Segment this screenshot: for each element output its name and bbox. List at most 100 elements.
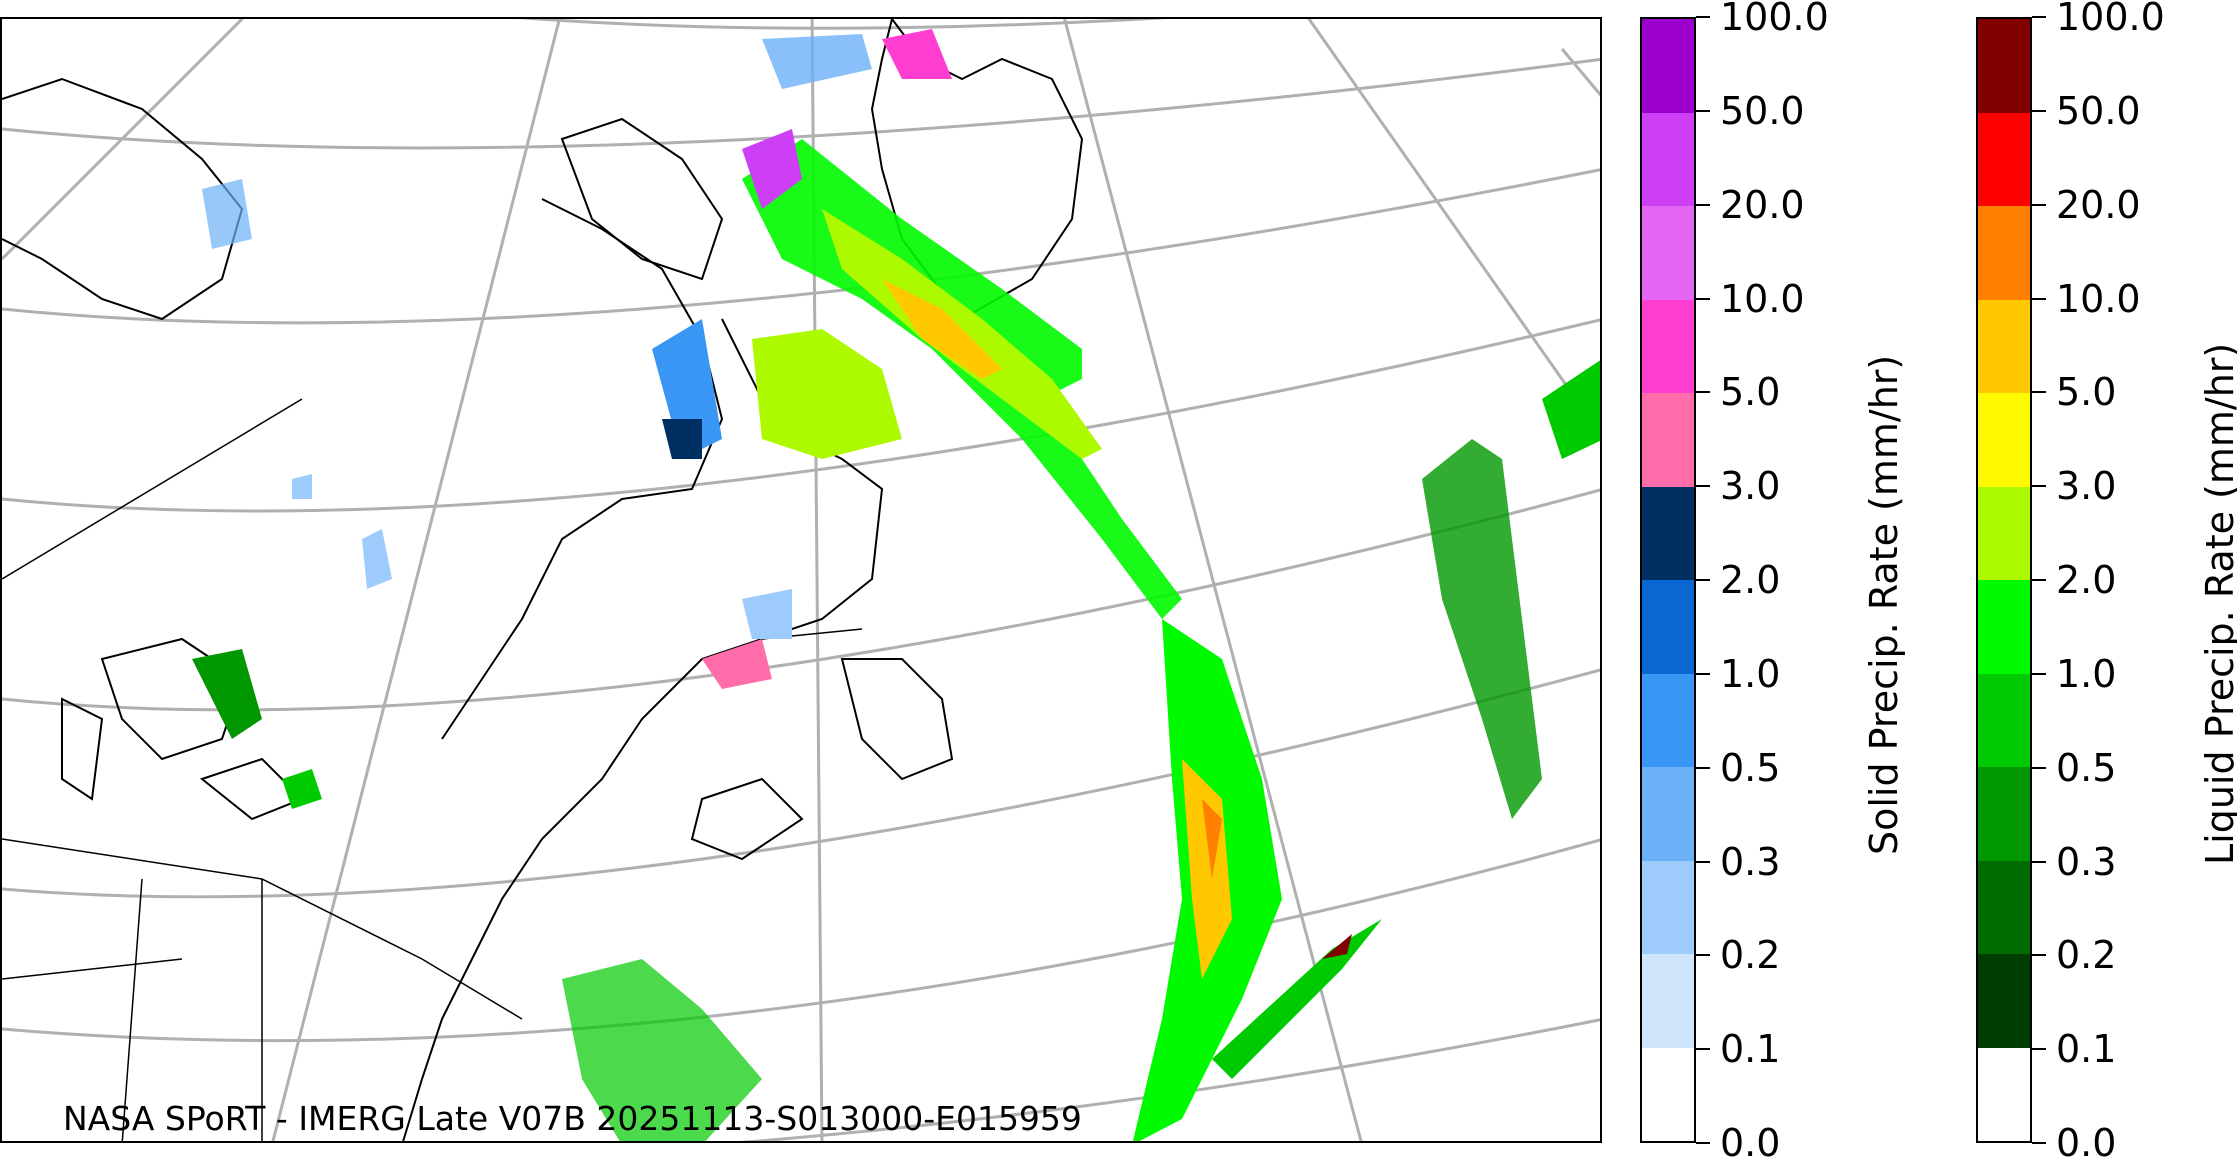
solid-colorbar-tick-label: 50.0: [1720, 88, 1805, 133]
liquid-colorbar-tick-label: 20.0: [2056, 182, 2141, 227]
solid-colorbar-tick-label: 5.0: [1720, 370, 1781, 415]
liquid-colorbar-tick-label: 10.0: [2056, 276, 2141, 321]
greenland-coast: [870, 19, 1084, 321]
meridian-line: [271, 19, 561, 1141]
solid-colorbar-tick-label: 0.0: [1720, 1121, 1781, 1165]
rain-streak-core: [1322, 934, 1352, 959]
solid-colorbar-tick-label: 0.1: [1720, 1027, 1781, 1072]
coastlines: [2, 19, 1084, 1141]
solid-colorbar-tick-label: 20.0: [1720, 182, 1805, 227]
parallel-line: [2, 668, 1600, 899]
liquid-colorbar-segment: [1978, 1047, 2030, 1141]
liquid-colorbar-segment: [1978, 954, 2030, 1048]
liquid-colorbar-segment: [1978, 19, 2030, 113]
solid-colorbar-tick-label: 3.0: [1720, 464, 1781, 509]
snow-patch: [662, 419, 702, 459]
liquid-precip-colorbar-title: Liquid Precip. Rate (mm/hr): [2198, 342, 2237, 865]
liquid-colorbar-tick-label: 5.0: [2056, 370, 2117, 415]
meridian-line: [2, 19, 245, 261]
liquid-colorbar-tick-label: 0.5: [2056, 745, 2117, 790]
political-borders: [2, 958, 183, 980]
parallel-line: [517, 19, 1167, 30]
data-credit-label: NASA SPoRT - IMERG Late V07B 20251113-S0…: [63, 1099, 1082, 1138]
liquid-colorbar-tick-label: 0.1: [2056, 1027, 2117, 1072]
solid-colorbar-tick-label: 2.0: [1720, 558, 1781, 602]
solid-colorbar-tick-label: 1.0: [1720, 651, 1781, 696]
meridian-line: [1307, 19, 1600, 436]
rain-patch-heavy: [1202, 799, 1222, 879]
solid-precip-colorbar: [1640, 17, 1696, 1143]
hudson-bay-coast: [441, 198, 724, 740]
liquid-colorbar-segment: [1978, 673, 2030, 767]
liquid-colorbar-segment: [1978, 299, 2030, 393]
great-lakes: [61, 697, 104, 801]
snow-patch: [292, 474, 312, 499]
liquid-precip-colorbar: [1976, 17, 2032, 1143]
rain-scatter: [1542, 360, 1600, 459]
parallel-line: [2, 488, 1600, 712]
great-lakes: [100, 637, 244, 761]
snow-patch: [362, 529, 392, 589]
liquid-colorbar-segment: [1978, 486, 2030, 580]
liquid-colorbar-segment: [1978, 860, 2030, 954]
liquid-colorbar-tick-label: 100.0: [2056, 0, 2165, 39]
rain-patch-heavy: [1182, 759, 1232, 979]
solid-colorbar-tick-label: 100.0: [1720, 0, 1829, 39]
liquid-colorbar-segment: [1978, 393, 2030, 487]
meridian-line: [1560, 48, 1600, 97]
parallel-line: [2, 168, 1600, 325]
solid-colorbar-tick-label: 0.5: [1720, 745, 1781, 790]
rain-scatter: [562, 959, 762, 1141]
snow-patch: [202, 179, 252, 249]
baffin-island: [560, 117, 724, 281]
solid-colorbar-tick-label: 0.2: [1720, 933, 1781, 978]
parallel-line: [2, 318, 1600, 513]
parallel-line: [739, 1018, 1600, 1141]
solid-precip-colorbar-title: Solid Precip. Rate (mm/hr): [1862, 354, 1906, 855]
rain-scatter: [192, 649, 262, 739]
liquid-colorbar-segment: [1978, 112, 2030, 206]
liquid-colorbar-tick-label: 0.3: [2056, 839, 2117, 884]
solid-precip-colorbar-ticks: 0.0 0.1 0.2 0.3 0.5 1.0 2.0 3.0 5.0 10.0 20.0 50.0 1…: [1696, 0, 1866, 1164]
solid-colorbar-segment: [1642, 206, 1694, 300]
liquid-colorbar-tick-label: 3.0: [2056, 464, 2117, 509]
precipitation-field: [192, 29, 1600, 1141]
liquid-precip-colorbar-ticks: 0.0 0.1 0.2 0.3 0.5 1.0 2.0 3.0 5.0 10.0 20.0 50.0 1…: [2032, 0, 2202, 1164]
liquid-colorbar-tick-label: 1.0: [2056, 651, 2117, 696]
snow-patch: [882, 29, 952, 79]
liquid-colorbar-tick-label: 0.0: [2056, 1121, 2117, 1165]
liquid-colorbar-tick-label: 2.0: [2056, 558, 2117, 602]
rain-scatter: [282, 769, 322, 809]
precipitation-map: [0, 17, 1602, 1143]
snow-patch: [742, 129, 802, 209]
solid-colorbar-segment: [1642, 19, 1694, 113]
map-canvas: [2, 19, 1600, 1141]
rain-streak: [1212, 919, 1382, 1079]
liquid-colorbar-tick-label: 0.2: [2056, 933, 2117, 978]
parallel-line: [2, 838, 1600, 1043]
liquid-colorbar-segment: [1978, 206, 2030, 300]
rain-scatter: [1422, 439, 1542, 819]
solid-colorbar-segment: [1642, 860, 1694, 954]
solid-colorbar-segment: [1642, 954, 1694, 1048]
graticule: [2, 19, 1600, 1141]
rain-patch: [752, 329, 902, 459]
solid-colorbar-segment: [1642, 673, 1694, 767]
solid-colorbar-segment: [1642, 299, 1694, 393]
snow-patch: [702, 639, 772, 689]
snow-patch: [742, 589, 792, 639]
parallel-line: [2, 58, 1600, 150]
political-borders: [2, 398, 303, 580]
solid-colorbar-tick-label: 10.0: [1720, 276, 1805, 321]
meridian-line: [1063, 19, 1363, 1141]
us-east-coast: [402, 838, 543, 1141]
rain-band-heavy: [882, 279, 1002, 379]
solid-colorbar-segment: [1642, 580, 1694, 674]
solid-colorbar-segment: [1642, 393, 1694, 487]
liquid-colorbar-segment: [1978, 580, 2030, 674]
liquid-colorbar-segment: [1978, 767, 2030, 861]
snow-patch: [762, 34, 872, 89]
snow-patch: [652, 319, 722, 459]
nova-scotia-coast: [690, 777, 804, 861]
solid-colorbar-segment: [1642, 767, 1694, 861]
